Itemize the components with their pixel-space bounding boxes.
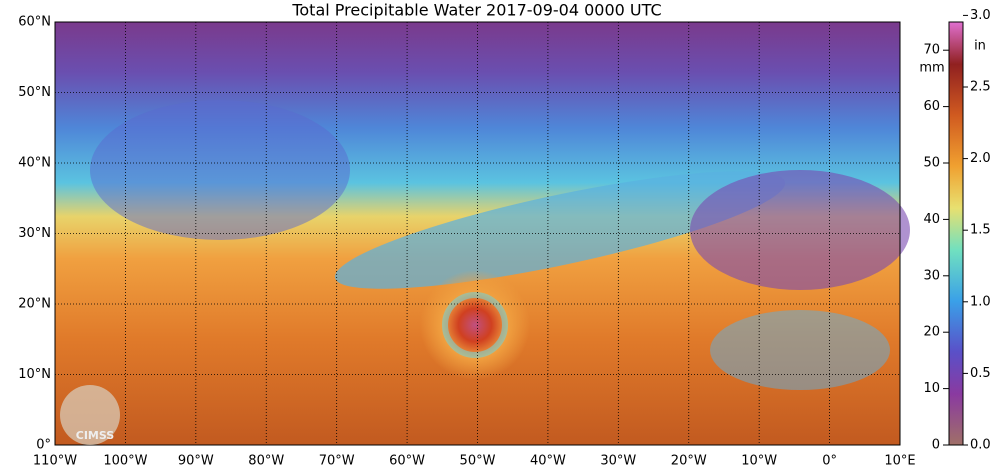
colorbar — [948, 21, 964, 446]
mm-tick-label: 70 — [923, 43, 940, 58]
lat-label: 60°N — [18, 15, 51, 30]
lon-label: 0° — [822, 454, 837, 469]
in-tick-label: 1.5 — [970, 223, 991, 238]
lat-label: 20°N — [18, 297, 51, 312]
lon-label: 100°W — [103, 454, 147, 469]
lon-label: 40°W — [530, 454, 566, 469]
lon-label: 20°W — [671, 454, 707, 469]
in-tick-label: 1.0 — [970, 294, 991, 309]
mm-tick-label: 40 — [923, 212, 940, 227]
logo-text: CIMSS — [76, 429, 115, 442]
map-imagery — [55, 22, 910, 445]
logo: CIMSS — [60, 385, 120, 445]
mm-tick-label: 30 — [923, 268, 940, 283]
lat-label: 0° — [36, 438, 51, 453]
lon-label: 50°W — [460, 454, 496, 469]
in-tick-label: 0.0 — [970, 438, 991, 453]
lon-label: 80°W — [248, 454, 284, 469]
mm-tick-label: 20 — [923, 325, 940, 340]
mm-tick-label: 10 — [923, 381, 940, 396]
mm-tick-label: 0 — [932, 438, 940, 453]
lon-label: 60°W — [389, 454, 425, 469]
in-tick-label: 0.5 — [970, 366, 991, 381]
mm-tick-label: 60 — [923, 99, 940, 114]
lat-label: 10°N — [18, 367, 51, 382]
title: Total Precipitable Water 2017-09-04 0000… — [291, 1, 661, 20]
in-unit: in — [974, 39, 986, 54]
mm-tick-label: 50 — [923, 156, 940, 171]
in-tick-label: 2.5 — [970, 80, 991, 95]
lat-label: 30°N — [18, 226, 51, 241]
lon-label: 70°W — [319, 454, 355, 469]
lat-label: 50°N — [18, 85, 51, 100]
lon-label: 30°W — [600, 454, 636, 469]
mm-unit: mm — [919, 61, 944, 76]
lon-label: 90°W — [178, 454, 214, 469]
lon-label: 110°W — [33, 454, 77, 469]
lat-label: 40°N — [18, 156, 51, 171]
in-tick-label: 3.0 — [970, 8, 991, 23]
lon-label: 10°W — [741, 454, 777, 469]
in-tick-label: 2.0 — [970, 151, 991, 166]
lon-label: 10°E — [884, 454, 915, 469]
map-frame — [54, 21, 901, 446]
